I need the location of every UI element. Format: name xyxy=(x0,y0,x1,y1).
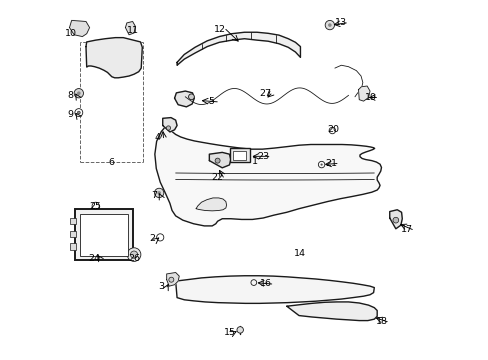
Text: 10: 10 xyxy=(64,29,77,38)
Text: 6: 6 xyxy=(108,158,114,167)
Text: 5: 5 xyxy=(208,97,214,106)
FancyBboxPatch shape xyxy=(233,150,246,160)
Circle shape xyxy=(168,277,174,282)
Polygon shape xyxy=(86,38,142,78)
FancyBboxPatch shape xyxy=(70,230,76,237)
Text: 7: 7 xyxy=(151,190,157,199)
Text: 19: 19 xyxy=(364,93,376,102)
Circle shape xyxy=(237,327,243,333)
Text: 21: 21 xyxy=(325,159,337,168)
Text: 26: 26 xyxy=(128,254,140,263)
Polygon shape xyxy=(389,210,402,229)
Text: 18: 18 xyxy=(375,317,386,326)
Circle shape xyxy=(130,251,137,258)
Text: 14: 14 xyxy=(293,249,305,258)
FancyBboxPatch shape xyxy=(230,148,250,162)
Text: 1: 1 xyxy=(252,157,258,166)
Circle shape xyxy=(215,158,220,163)
Polygon shape xyxy=(69,21,89,37)
Circle shape xyxy=(392,217,398,223)
Polygon shape xyxy=(175,276,373,303)
Text: 2: 2 xyxy=(149,234,155,243)
FancyBboxPatch shape xyxy=(70,243,76,249)
Circle shape xyxy=(325,21,334,30)
Polygon shape xyxy=(155,125,381,226)
FancyBboxPatch shape xyxy=(75,210,132,260)
Circle shape xyxy=(77,91,81,95)
Text: 20: 20 xyxy=(327,125,339,134)
Circle shape xyxy=(188,94,194,100)
Circle shape xyxy=(127,248,141,261)
Polygon shape xyxy=(286,302,376,320)
Text: 4: 4 xyxy=(154,133,161,142)
Circle shape xyxy=(154,188,163,198)
Circle shape xyxy=(75,109,82,117)
FancyBboxPatch shape xyxy=(70,218,76,225)
Text: 22: 22 xyxy=(211,173,223,182)
Text: 23: 23 xyxy=(257,152,269,161)
Polygon shape xyxy=(174,91,194,107)
Polygon shape xyxy=(166,273,179,286)
Text: 27: 27 xyxy=(259,89,271,98)
Circle shape xyxy=(77,111,80,114)
Polygon shape xyxy=(209,152,230,168)
Polygon shape xyxy=(196,198,226,211)
Text: 3: 3 xyxy=(158,282,164,291)
Text: 8: 8 xyxy=(67,90,73,99)
Circle shape xyxy=(320,163,322,166)
Text: 17: 17 xyxy=(400,225,412,234)
Text: 16: 16 xyxy=(260,279,271,288)
Text: 13: 13 xyxy=(334,18,346,27)
Polygon shape xyxy=(358,86,369,101)
Text: 25: 25 xyxy=(89,202,102,211)
Circle shape xyxy=(166,126,170,130)
Text: 15: 15 xyxy=(223,328,235,337)
Circle shape xyxy=(74,89,83,98)
Polygon shape xyxy=(125,22,135,35)
Text: 11: 11 xyxy=(126,26,138,35)
Text: 9: 9 xyxy=(67,109,73,118)
Circle shape xyxy=(157,191,161,195)
Text: 12: 12 xyxy=(214,25,225,34)
Text: 24: 24 xyxy=(88,254,100,263)
Polygon shape xyxy=(163,118,177,132)
Polygon shape xyxy=(177,32,300,65)
Circle shape xyxy=(327,23,331,27)
FancyBboxPatch shape xyxy=(80,214,127,256)
